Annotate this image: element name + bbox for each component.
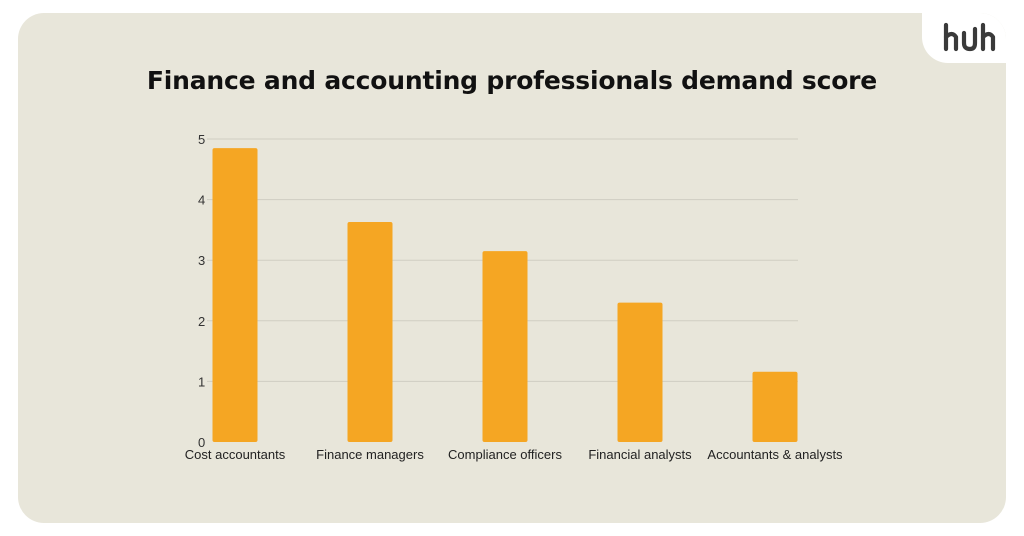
y-tick-label: 3 — [198, 253, 205, 268]
bar — [752, 371, 798, 442]
bar — [482, 251, 528, 442]
chart-title: Finance and accounting professionals dem… — [146, 66, 878, 95]
x-category-label: Financial analysts — [588, 447, 692, 462]
x-category-label: Accountants & analysts — [707, 447, 843, 462]
x-axis: Cost accountants Finance managers Complian… — [185, 447, 843, 462]
y-tick-label: 1 — [198, 374, 205, 389]
bar — [212, 148, 258, 442]
bar — [347, 222, 393, 442]
y-tick-label: 0 — [198, 435, 205, 450]
chart-card: Finance and accounting professionals dem… — [18, 13, 1006, 523]
x-category-label: Cost accountants — [185, 447, 286, 462]
y-tick-label: 4 — [198, 193, 205, 208]
bars — [212, 148, 798, 442]
bar — [617, 302, 663, 442]
y-tick-label: 5 — [198, 132, 205, 147]
y-tick-label: 2 — [198, 314, 205, 329]
x-category-label: Finance managers — [316, 447, 424, 462]
brand-logo — [922, 13, 1006, 63]
hjh-logo-icon — [943, 22, 996, 52]
y-axis: 0 1 2 3 4 5 — [198, 132, 205, 450]
x-category-label: Compliance officers — [448, 447, 562, 462]
